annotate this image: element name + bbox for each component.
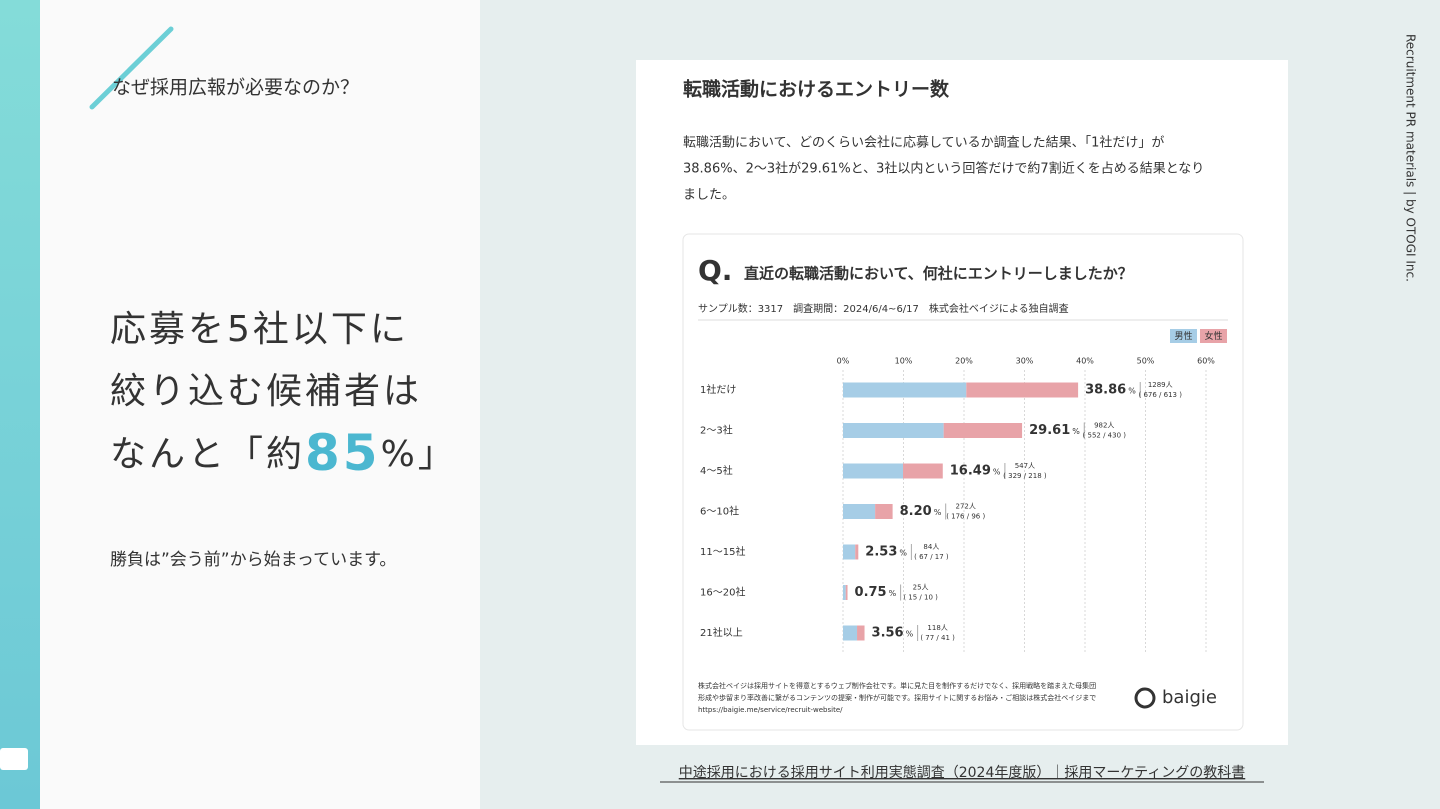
- bar-segment: [843, 423, 944, 438]
- x-tick-label: 50%: [1137, 357, 1155, 366]
- bar-segment: [843, 544, 856, 560]
- bar-segment: [857, 625, 865, 641]
- count-label: 1289人: [1148, 381, 1173, 389]
- breakdown-label: ( 15 / 10 ): [903, 594, 938, 602]
- x-tick-label: 40%: [1076, 357, 1094, 366]
- legend-swatch: [1200, 329, 1227, 343]
- breakdown-label: ( 552 / 430 ): [1083, 432, 1127, 440]
- y-tick-label: 21社以上: [700, 626, 743, 639]
- percent-sign: %: [934, 508, 942, 517]
- bar-segment: [843, 463, 904, 479]
- article-text: 38.86%、2〜3社が29.61%と、3社以内という回答だけで約7割近くを占め…: [683, 161, 1204, 177]
- total-label: 3.56: [872, 626, 904, 641]
- breakdown-label: ( 329 / 218 ): [1003, 472, 1047, 480]
- logo-mark: [1134, 687, 1156, 709]
- bar-segment: [855, 544, 859, 560]
- x-tick-label: 20%: [955, 357, 973, 366]
- percent-sign: %: [889, 589, 897, 598]
- footer-text: 株式会社ベイジは採用サイトを得意とするウェブ制作会社です。単に見た目を制作するだ…: [698, 681, 1096, 690]
- footer-text: https://baigie.me/service/recruit-websit…: [698, 706, 843, 714]
- chart-subtitle: サンプル数：3317 調査期間：2024/6/4~6/17 株式会社ベイジによる…: [698, 302, 1069, 315]
- headline: 応募を5社以下に: [110, 309, 409, 350]
- x-tick-label: 0%: [837, 357, 850, 366]
- total-label: 29.61: [1029, 423, 1070, 438]
- count-label: 25人: [913, 584, 929, 592]
- chart-title: 直近の転職活動において、何社にエントリーしましたか？: [744, 265, 1133, 283]
- breakdown-label: ( 176 / 96 ): [946, 513, 985, 521]
- percent-sign: %: [1072, 427, 1080, 436]
- breakdown-label: ( 67 / 17 ): [914, 553, 949, 561]
- subtext: 勝負は”会う前”から始まっています。: [110, 550, 396, 570]
- breakdown-label: ( 676 / 613 ): [1139, 391, 1183, 399]
- bar-segment: [843, 504, 876, 519]
- chart-card: [682, 233, 1244, 731]
- count-label: 547人: [1015, 462, 1035, 470]
- source-link[interactable]: 中途採用における採用サイト利用実態調査（2024年度版）｜採用マーケティングの教…: [679, 764, 1246, 781]
- percent-sign: %: [993, 468, 1001, 477]
- logo: baigie: [1162, 687, 1217, 708]
- x-tick-label: 10%: [895, 357, 913, 366]
- q-mark: Q.: [698, 254, 732, 287]
- percent-sign: %: [1128, 387, 1136, 396]
- y-tick-label: 6〜10社: [700, 505, 739, 518]
- page-tab: [0, 748, 28, 770]
- bar-segment: [903, 463, 943, 479]
- y-tick-label: 4〜5社: [700, 464, 733, 477]
- count-label: 982人: [1094, 422, 1114, 430]
- header: なぜ採用広報が必要なのか？: [112, 77, 359, 99]
- legend-label: 男性: [1174, 330, 1192, 342]
- bar-segment: [875, 504, 893, 519]
- breakdown-label: ( 77 / 41 ): [920, 634, 955, 642]
- count-label: 84人: [923, 543, 939, 551]
- article-text: 転職活動において、どのくらい会社に応募しているか調査した結果、「1社だけ」が: [683, 135, 1164, 151]
- headline-text: %」: [381, 434, 457, 475]
- bar-segment: [845, 585, 848, 600]
- y-tick-label: 16〜20社: [700, 586, 745, 599]
- bar-segment: [943, 423, 1023, 438]
- count-label: 118人: [927, 624, 947, 632]
- x-tick-label: 30%: [1016, 357, 1034, 366]
- x-tick-label: 60%: [1197, 357, 1215, 366]
- bar-segment: [843, 625, 858, 641]
- footer-text: 形成や歩留まり率改善に繋がるコンテンツの提案・制作が可能です。採用サイトに関する…: [698, 693, 1096, 702]
- legend-label: 女性: [1204, 330, 1222, 342]
- bar-segment: [843, 585, 846, 600]
- headline-text: なんと「約: [110, 434, 305, 475]
- headline: 絞り込む候補者は: [110, 371, 422, 412]
- total-label: 0.75: [855, 585, 887, 600]
- side-label: Recruitment PR materials | by OTOGI Inc.: [1404, 34, 1418, 282]
- headline: なんと「約85%」: [110, 424, 457, 482]
- article-text: ました。: [683, 188, 735, 203]
- accent-strip: [0, 0, 40, 809]
- percent-sign: %: [899, 549, 907, 558]
- article-title: 転職活動におけるエントリー数: [683, 78, 950, 101]
- total-label: 38.86: [1085, 383, 1126, 398]
- accent-line: [89, 26, 174, 110]
- left-panel: [40, 0, 480, 809]
- percent-sign: %: [906, 630, 914, 639]
- y-tick-label: 11〜15社: [700, 545, 745, 558]
- y-tick-label: 1社だけ: [700, 383, 736, 396]
- total-label: 8.20: [900, 504, 932, 519]
- bar-segment: [966, 382, 1079, 398]
- headline-number: 85: [305, 424, 381, 482]
- total-label: 16.49: [950, 464, 991, 479]
- bar-segment: [843, 382, 967, 398]
- count-label: 272人: [956, 503, 976, 511]
- total-label: 2.53: [865, 545, 897, 560]
- legend-swatch: [1170, 329, 1197, 343]
- y-tick-label: 2〜3社: [700, 424, 733, 437]
